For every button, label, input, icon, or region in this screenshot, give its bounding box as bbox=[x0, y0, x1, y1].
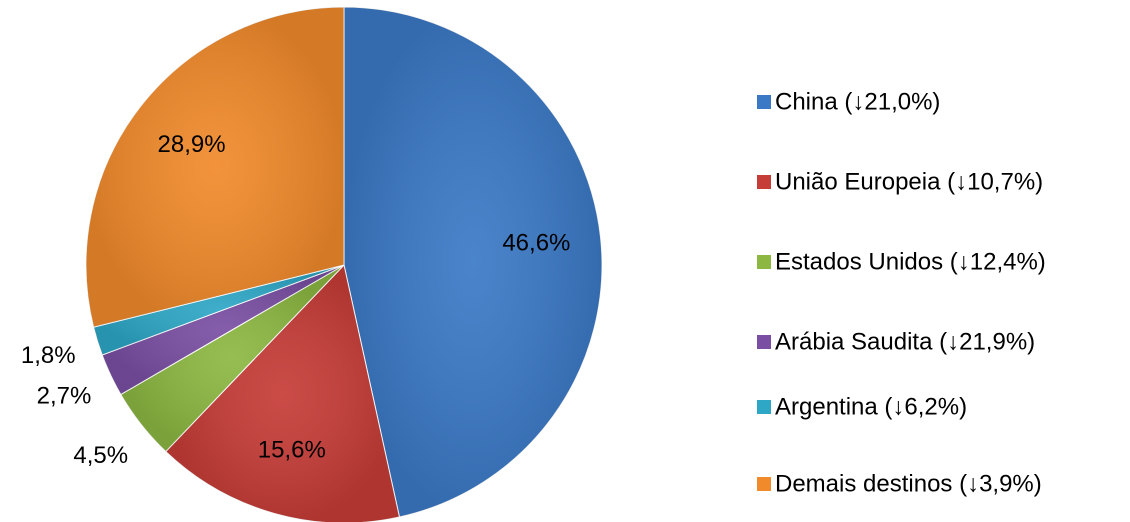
data-label: 46,6% bbox=[502, 229, 570, 256]
data-label: 1,8% bbox=[21, 342, 76, 369]
legend-swatch bbox=[757, 95, 771, 109]
legend-swatch bbox=[757, 400, 771, 414]
legend-label: União Europeia (↓10,7%) bbox=[775, 168, 1043, 195]
data-label: 15,6% bbox=[258, 437, 326, 464]
legend-label: Estados Unidos (↓12,4%) bbox=[775, 248, 1046, 275]
data-label: 28,9% bbox=[158, 131, 226, 158]
legend-label: Arábia Saudita (↓21,9%) bbox=[775, 328, 1035, 355]
legend-swatch bbox=[757, 335, 771, 349]
legend-swatch bbox=[757, 175, 771, 189]
legend-label: Demais destinos (↓3,9%) bbox=[775, 470, 1042, 497]
data-label: 4,5% bbox=[73, 442, 128, 469]
legend-label: China (↓21,0%) bbox=[775, 88, 940, 115]
legend-swatch bbox=[757, 255, 771, 269]
data-label: 2,7% bbox=[37, 382, 92, 409]
legend-swatch bbox=[757, 477, 771, 491]
legend-label: Argentina (↓6,2%) bbox=[775, 393, 967, 420]
